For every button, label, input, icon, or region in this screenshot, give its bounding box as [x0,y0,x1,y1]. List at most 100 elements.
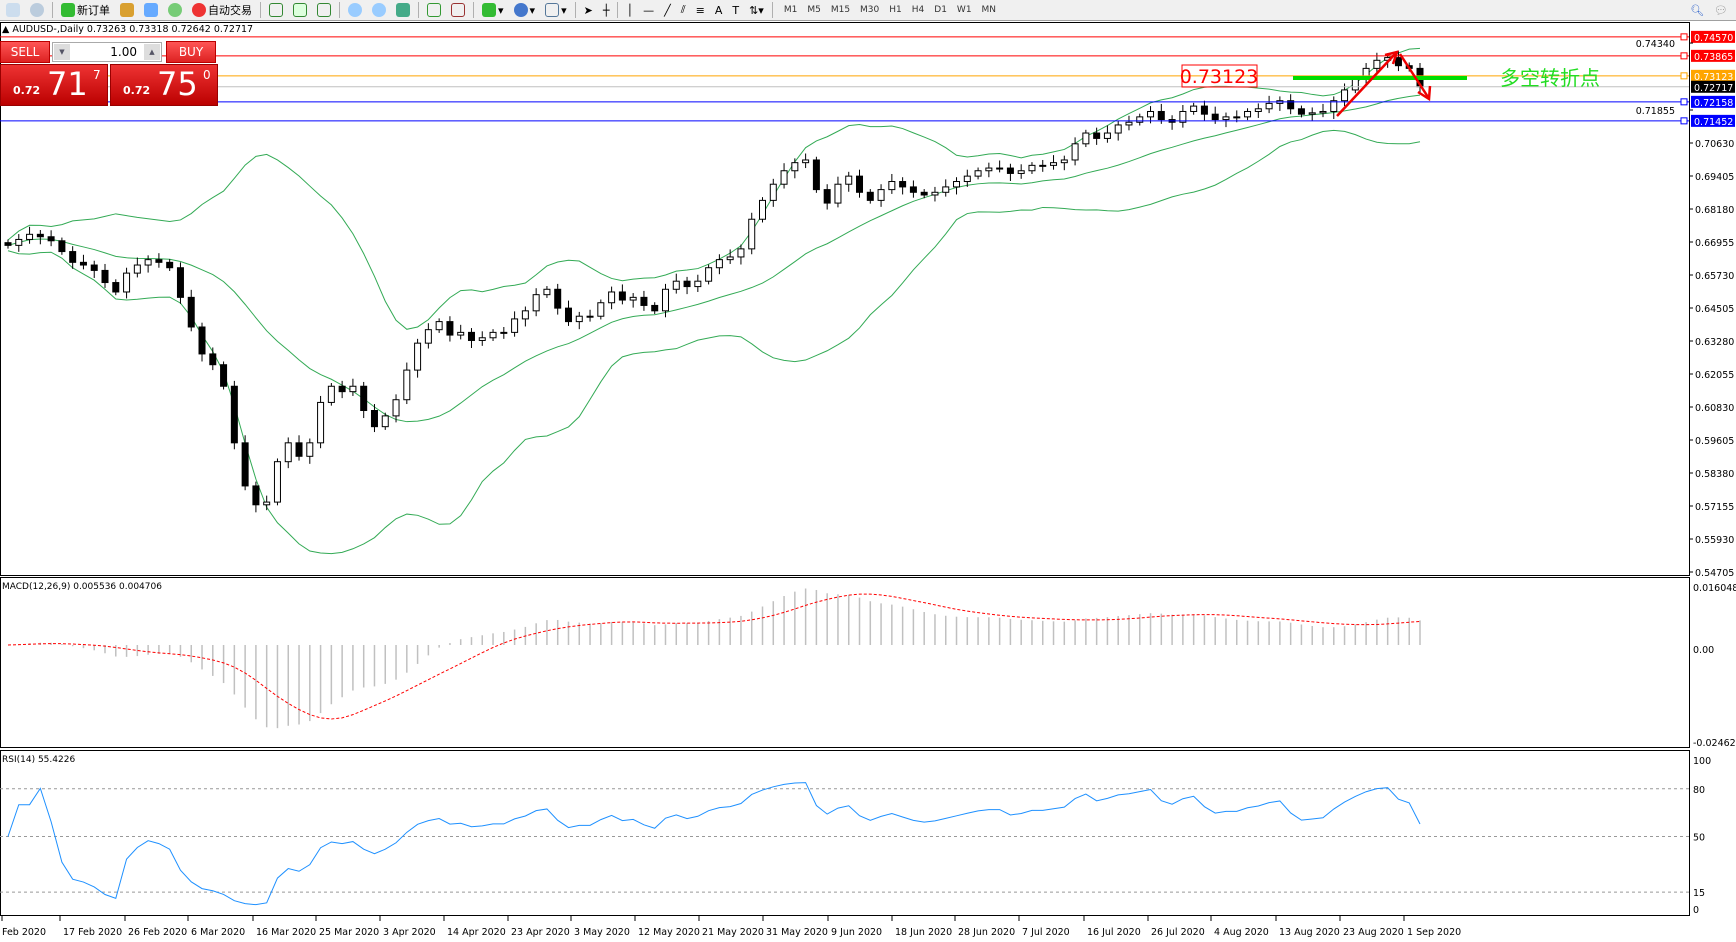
date-label: 3 Apr 2020 [383,927,436,938]
fibonacci-button[interactable]: ≡ [694,1,707,19]
cursor-button[interactable]: ➤ [582,1,595,19]
pivot-price-label: 0.73123 [1180,66,1259,88]
zoom-out-button[interactable] [370,1,388,19]
bear-candle [1093,132,1101,139]
bull-candle [381,415,389,428]
level-handle-icon [1680,117,1688,125]
grid-icon [396,3,410,17]
channel-button[interactable]: ⫽ [679,1,688,19]
up-arrow [1336,53,1396,117]
trendline-button[interactable]: ╱ [662,1,673,19]
toolbar-button-signal[interactable] [166,1,184,19]
auto-scroll-button[interactable] [425,1,443,19]
bar-chart-button[interactable] [267,1,285,19]
bear-candle [823,189,831,204]
toolbar-button-view[interactable] [4,1,22,19]
rsi-tick-label: 100 [1693,756,1711,767]
timeframe-m1[interactable]: M1 [783,5,798,15]
timeframe-h4[interactable]: H4 [911,5,925,15]
bull-candle [1114,124,1122,134]
lot-increase-button[interactable]: ▲ [144,44,160,60]
timeframe-m15[interactable]: M15 [830,5,851,15]
bear-candle [90,264,98,271]
candle-chart-button[interactable] [291,1,309,19]
bb-middle-line [7,94,1421,423]
text-icon: A [714,3,723,17]
bull-candle [317,401,325,444]
bear-candle [4,242,12,246]
bear-candle [58,240,66,253]
date-label: 12 May 2020 [638,927,700,938]
new-order-button[interactable]: 新订单 [59,1,112,19]
bull-candle [780,170,788,185]
timeframe-m5[interactable]: M5 [807,5,821,15]
vertical-line-button[interactable]: │ [624,1,635,19]
zoom-in-button[interactable] [346,1,364,19]
bar-chart-icon [269,3,283,17]
text-button[interactable]: A [713,1,725,19]
price-level-badge [1691,69,1735,82]
bear-candle [1211,113,1219,121]
date-label: 4 Aug 2020 [1214,927,1269,938]
bull-candle [1050,162,1058,166]
horizontal-line-button[interactable]: — [641,1,656,19]
rsi-tick-label: 50 [1693,833,1705,844]
bull-candle [543,288,551,296]
bear-candle [1287,100,1295,110]
bull-candle [349,385,357,393]
auto-trading-button[interactable]: 自动交易 [190,1,254,19]
search-button[interactable]: 🔍︎ [1688,1,1706,19]
chart-shift-button[interactable] [449,1,467,19]
buy-price[interactable]: 0.72 75 0 [110,64,218,106]
periods-button[interactable]: ▾ [512,1,538,19]
bull-candle [1319,110,1327,114]
text-label-icon: T [732,3,740,17]
bear-candle [1157,110,1165,121]
price-level-badge [1691,114,1735,127]
timeframe-mn[interactable]: MN [981,5,997,15]
rsi-tick-label: 15 [1693,888,1705,899]
price-level-label: 0.73865 [1694,52,1733,63]
toolbar-button-zoom[interactable] [28,1,46,19]
macd-label: MACD(12,26,9) 0.005536 0.004706 [2,582,162,592]
rsi-tick-label: 0 [1693,905,1699,916]
toolbar: 新订单 自动交易 ▾ ▾ ▾ ➤ ┼ │ — ╱ ⫽ ≡ A T ⇅▾ M1 M5… [0,0,1736,21]
toolbar-button-data[interactable] [142,1,160,19]
bull-candle [123,272,131,293]
separator [771,2,773,18]
crosshair-button[interactable]: ┼ [601,1,612,19]
templates-button[interactable]: ▾ [543,1,569,19]
timeframe-m30[interactable]: M30 [860,5,880,15]
timeframe-d1[interactable]: D1 [934,5,947,15]
bear-candle [866,191,874,201]
date-label: 6 Mar 2020 [191,927,245,938]
horizontal-line-icon: — [643,3,655,17]
lot-size-input[interactable]: ▼ 1.00 ▲ [52,42,162,62]
level-handle-icon [1680,52,1688,60]
timeframe-w1[interactable]: W1 [956,5,972,15]
buy-button[interactable]: BUY [166,41,216,63]
indicators-button[interactable]: ▾ [480,1,506,19]
sell-button[interactable]: SELL [0,41,50,63]
date-label: 23 Aug 2020 [1343,927,1404,938]
bull-candle [1060,159,1068,164]
arrows-button[interactable]: ⇅▾ [747,1,766,19]
sell-price-fraction: 7 [93,68,101,82]
price-tick-label: 0.54705 [1695,568,1734,579]
bull-candle [532,294,540,312]
sell-price[interactable]: 0.72 71 7 [0,64,108,106]
bear-candle [155,259,163,263]
toolbar-button-market[interactable] [118,1,136,19]
lot-decrease-button[interactable]: ▼ [54,44,70,60]
bull-candle [521,310,529,320]
line-chart-button[interactable] [315,1,333,19]
bull-candle [15,238,23,246]
bear-candle [618,291,626,301]
label-button[interactable]: T [730,1,741,19]
tile-windows-button[interactable] [394,1,412,19]
bull-candle [435,321,443,331]
price-tick-label: 0.59605 [1695,436,1734,447]
chat-button[interactable]: 💬︎ [1712,1,1730,19]
timeframe-h1[interactable]: H1 [889,5,902,15]
